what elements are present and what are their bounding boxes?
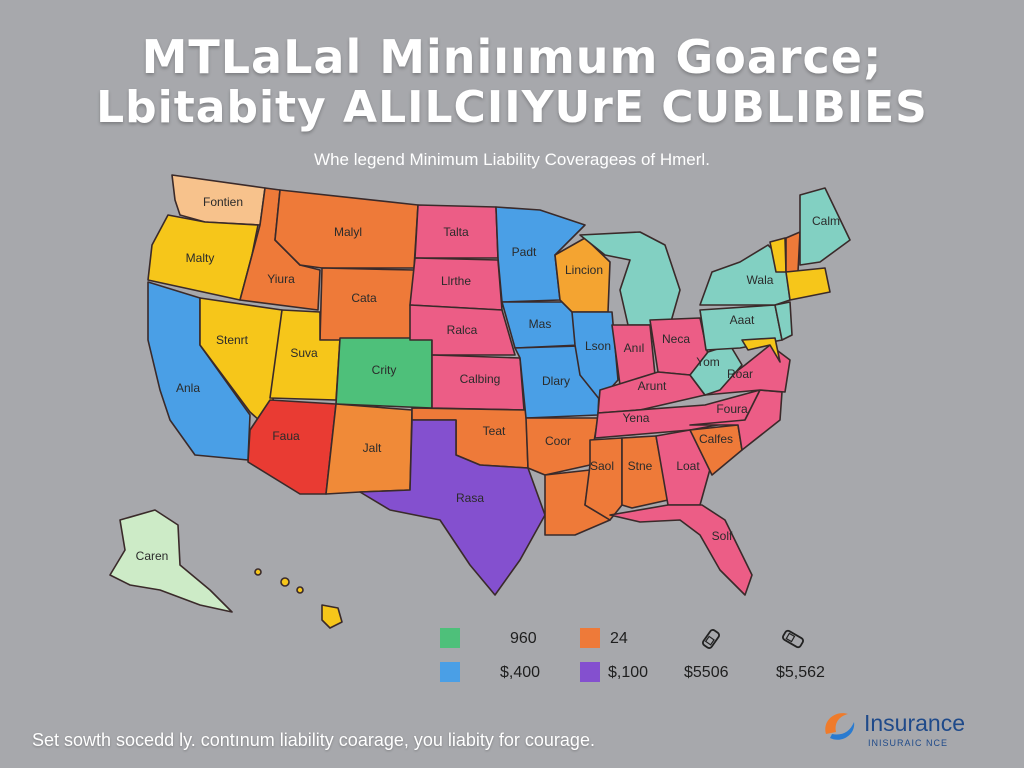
state-label-ne: Ralca [447, 323, 478, 337]
state-label-il: Lson [585, 339, 611, 353]
legend-icon-value: $5506 [684, 664, 729, 681]
logo-name: Insurance [864, 710, 966, 736]
legend-swatch [440, 662, 460, 682]
state-label-or: Malty [186, 251, 215, 265]
insurance-logo[interactable]: Insurance INISURAIC NCE [818, 704, 998, 754]
legend-value: 24 [610, 630, 628, 647]
state-label-nm: Jalt [363, 441, 382, 455]
state-md[interactable] [741, 337, 781, 363]
state-label-fl: Solf [712, 529, 733, 543]
state-label-me: Calm [812, 214, 840, 228]
state-ms[interactable] [584, 437, 623, 521]
state-label-mn: Padt [512, 245, 537, 259]
state-label-wa2: Fontien [203, 195, 243, 209]
state-label-ak: Caren [136, 549, 169, 563]
title-line-2: Lbitabity ALILCIIYUrE CUBLIBIES [96, 82, 928, 133]
state-label-in: Anıl [624, 341, 645, 355]
state-label-ut: Suva [290, 346, 318, 360]
state-label-ms: Saol [590, 459, 614, 473]
state-label-ks: Calbing [460, 372, 501, 386]
state-label-wv: Yom [696, 355, 720, 369]
legend-value: $,100 [608, 664, 649, 681]
state-label-sc: Calfes [699, 432, 733, 446]
logo-tagline: INISURAIC NCE [868, 738, 949, 748]
legend-value: 960 [510, 630, 537, 647]
state-label-ga: Loat [676, 459, 700, 473]
state-wy[interactable] [319, 267, 415, 343]
legend-swatch [580, 628, 600, 648]
state-label-az: Faua [272, 429, 300, 443]
state-hi[interactable] [254, 568, 343, 629]
state-label-ok: Teat [483, 424, 506, 438]
state-az[interactable] [247, 399, 337, 495]
state-label-tn: Yena [623, 411, 650, 425]
state-label-ca: Anla [176, 381, 200, 395]
state-label-mo: Dlary [542, 374, 570, 388]
state-label-ar: Coor [545, 434, 571, 448]
legend-swatch [440, 628, 460, 648]
legend-icon-value: $5,562 [776, 664, 825, 681]
state-label-ky: Arunt [638, 379, 667, 393]
state-tx[interactable] [359, 419, 546, 596]
state-label-wi: Lincion [565, 263, 603, 277]
title-line-1: MTLaLal Miniıımum Goarce; [141, 30, 883, 84]
state-label-nv: Stenrt [216, 333, 249, 347]
state-label-oh: Neca [662, 332, 690, 346]
subtitle: Whe legend Minimum Liability Coverageǝs … [314, 150, 710, 169]
state-label-nd: Talta [443, 225, 469, 239]
state-nc[interactable] [689, 389, 783, 451]
state-label-sd: Llrthe [441, 274, 471, 288]
state-label-ny: Wala [747, 273, 774, 287]
state-label-nc: Foura [716, 402, 748, 416]
logo-swirl-icon [825, 713, 855, 740]
state-label-al: Stne [628, 459, 653, 473]
footer-note: Set sowth socedd ly. contınum liability … [32, 730, 595, 750]
legend-swatch [580, 662, 600, 682]
state-ma[interactable] [785, 267, 831, 301]
state-nj[interactable] [774, 301, 793, 341]
us-map: Fontien Malty Anla Stenrt Yiura Malyl Cata Suva… [109, 174, 851, 629]
state-label-pa: Aaat [730, 313, 755, 327]
state-me[interactable] [799, 187, 851, 266]
legend-value: $,400 [500, 664, 541, 681]
state-label-wy: Cata [351, 291, 377, 305]
state-ga[interactable] [655, 429, 713, 506]
state-ar[interactable] [525, 417, 599, 476]
state-label-co: Crity [372, 363, 397, 377]
state-al[interactable] [621, 435, 669, 509]
state-wv[interactable] [689, 344, 743, 396]
state-label-tx: Rasa [456, 491, 484, 505]
car-icon [782, 629, 804, 649]
state-ak[interactable] [109, 509, 233, 613]
state-label-mt: Malyl [334, 225, 362, 239]
state-nh[interactable] [785, 231, 801, 273]
state-label-va: Roar [727, 367, 753, 381]
state-fl[interactable] [609, 504, 753, 596]
state-label-ia: Mas [529, 317, 552, 331]
state-label-id: Yiura [267, 272, 295, 286]
car-icon [702, 629, 720, 649]
